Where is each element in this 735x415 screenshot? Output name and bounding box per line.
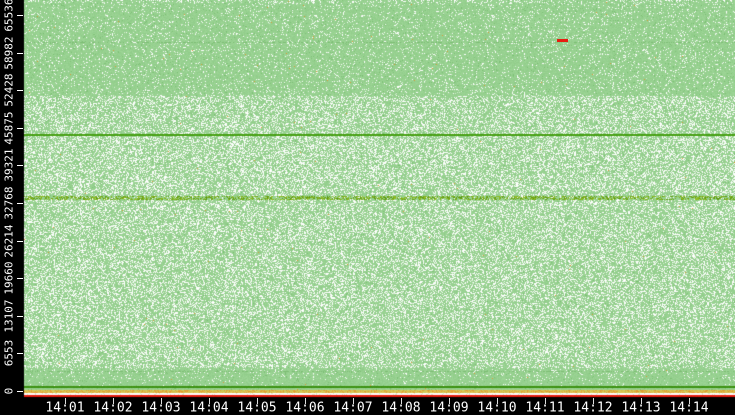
x-tick-label: 14:12 [573, 400, 613, 415]
y-tick-label: 58982 [2, 36, 16, 70]
x-tick-label: 14:03 [141, 400, 181, 415]
y-tick-label: 45875 [2, 111, 16, 145]
x-tick-mark [641, 398, 642, 404]
y-tick-label: 6553 [2, 339, 16, 367]
x-tick-label: 14:09 [429, 400, 469, 415]
x-tick-label: 14:04 [189, 400, 229, 415]
y-tick-mark [17, 353, 23, 354]
x-tick-label: 14:13 [621, 400, 661, 415]
y-tick-label: 32768 [2, 186, 16, 220]
x-tick-label: 14:10 [477, 400, 517, 415]
x-tick-mark [449, 398, 450, 404]
x-tick-mark [161, 398, 162, 404]
x-tick-mark [497, 398, 498, 404]
y-tick-mark [17, 316, 23, 317]
y-tick-label: 65536 [2, 0, 16, 32]
x-tick-mark [257, 398, 258, 404]
y-tick-mark [17, 241, 23, 242]
x-tick-mark [209, 398, 210, 404]
x-tick-label: 14:14 [669, 400, 709, 415]
x-tick-mark [353, 398, 354, 404]
x-tick-mark [689, 398, 690, 404]
y-tick-mark [17, 53, 23, 54]
y-tick-label: 19660 [2, 261, 16, 295]
x-tick-mark [401, 398, 402, 404]
y-tick-mark [17, 128, 23, 129]
y-tick-mark [17, 203, 23, 204]
y-tick-label: 26214 [2, 224, 16, 258]
x-tick-mark [65, 398, 66, 404]
x-tick-label: 14:01 [45, 400, 85, 415]
y-tick-mark [17, 391, 23, 392]
x-tick-mark [113, 398, 114, 404]
x-tick-label: 14:06 [285, 400, 325, 415]
y-tick-label: 39321 [2, 148, 16, 182]
red-dash-marker [557, 39, 568, 42]
x-tick-mark [305, 398, 306, 404]
y-tick-label: 52428 [2, 73, 16, 107]
y-tick-mark [17, 165, 23, 166]
x-tick-label: 14:08 [381, 400, 421, 415]
x-tick-mark [593, 398, 594, 404]
y-tick-mark [17, 90, 23, 91]
x-tick-label: 14:02 [93, 400, 133, 415]
y-tick-mark [17, 278, 23, 279]
y-tick-mark [17, 15, 23, 16]
x-tick-mark [545, 398, 546, 404]
y-tick-label: 13107 [2, 299, 16, 333]
x-tick-label: 14:11 [525, 400, 565, 415]
x-tick-label: 14:05 [237, 400, 277, 415]
x-tick-label: 14:07 [333, 400, 373, 415]
y-tick-label: 0 [2, 387, 16, 395]
